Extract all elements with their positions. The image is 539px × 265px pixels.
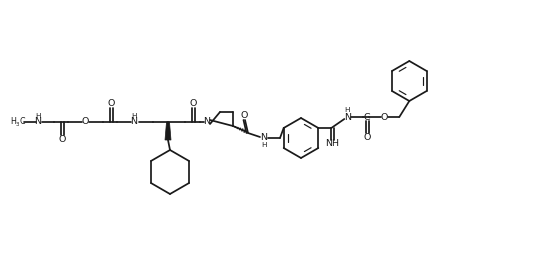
- Text: N: N: [130, 117, 137, 126]
- Text: O: O: [364, 132, 371, 142]
- Text: C: C: [19, 117, 24, 126]
- Text: O: O: [81, 117, 89, 126]
- Polygon shape: [165, 122, 171, 140]
- Text: H: H: [132, 113, 137, 119]
- Text: N: N: [260, 134, 267, 143]
- Text: H: H: [10, 117, 16, 126]
- Text: O: O: [381, 113, 388, 121]
- Text: N: N: [34, 117, 42, 126]
- Text: C: C: [363, 113, 370, 121]
- Text: H: H: [344, 107, 350, 113]
- Text: 3: 3: [16, 122, 19, 127]
- Text: O: O: [58, 135, 66, 144]
- Text: N: N: [204, 117, 211, 126]
- Text: NH: NH: [326, 139, 340, 148]
- Text: H: H: [261, 142, 267, 148]
- Text: O: O: [107, 99, 115, 108]
- Text: H: H: [35, 113, 41, 119]
- Text: O: O: [189, 99, 197, 108]
- Text: N: N: [344, 113, 351, 121]
- Text: O: O: [240, 112, 248, 121]
